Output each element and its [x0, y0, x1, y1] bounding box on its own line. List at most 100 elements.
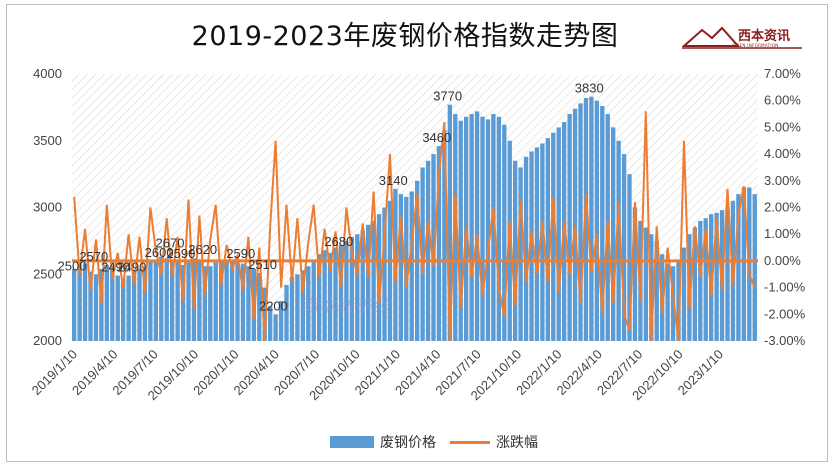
- price-bar: [485, 119, 491, 341]
- price-bar: [376, 214, 382, 341]
- price-bar: [99, 268, 104, 341]
- left-tick-label: 2500: [33, 266, 62, 281]
- price-bar: [333, 247, 338, 341]
- price-bar: [676, 260, 681, 341]
- price-bar: [513, 160, 518, 341]
- price-bar: [692, 227, 698, 341]
- left-tick-label: 4000: [33, 66, 62, 81]
- logo-name: 西本资讯: [738, 29, 791, 44]
- price-bar: [224, 259, 229, 341]
- logo-subtitle: XIBEN INFORMATION: [732, 43, 779, 48]
- right-tick-label: 3.00%: [764, 173, 801, 188]
- price-bar: [360, 230, 365, 341]
- price-bar: [496, 116, 502, 341]
- price-bar: [387, 200, 393, 341]
- right-tick-label: 1.00%: [764, 226, 801, 241]
- price-bar: [229, 260, 235, 341]
- price-bar: [703, 218, 708, 341]
- price-bar: [660, 254, 665, 341]
- price-bar: [142, 266, 148, 341]
- price-bar: [175, 260, 180, 341]
- price-bar: [627, 174, 632, 341]
- price-bar: [409, 191, 414, 341]
- right-tick-label: -3.00%: [764, 333, 806, 348]
- price-bar: [420, 167, 425, 341]
- price-bar: [736, 194, 741, 341]
- price-bar: [148, 260, 153, 341]
- price-bar: [164, 258, 169, 341]
- price-bar: [398, 194, 404, 341]
- price-bar: [121, 278, 126, 341]
- price-bar: [469, 114, 474, 341]
- right-tick-label: -1.00%: [764, 280, 806, 295]
- price-bar: [208, 266, 213, 341]
- price-bar: [257, 272, 262, 341]
- price-bar: [404, 196, 409, 341]
- price-bar: [382, 207, 387, 341]
- price-bar: [246, 266, 251, 341]
- price-bar: [311, 260, 316, 341]
- price-bar: [355, 234, 360, 341]
- data-label: 2490: [101, 260, 130, 275]
- price-bar: [273, 314, 278, 341]
- price-bar: [480, 116, 485, 341]
- price-bar: [681, 247, 687, 341]
- price-bar: [300, 270, 306, 341]
- data-label: 2200: [259, 298, 288, 313]
- price-bar: [72, 268, 77, 341]
- price-bar: [621, 154, 627, 341]
- right-axis-ticks: -3.00% -2.00% -1.00% 0.00% 1.00% 2.00% 3.00% 4.…: [764, 66, 806, 348]
- data-label: 2590: [166, 246, 195, 261]
- price-bar: [572, 108, 578, 342]
- right-tick-label: 7.00%: [764, 66, 801, 81]
- price-bar: [507, 140, 512, 341]
- price-bar: [583, 98, 589, 341]
- price-bar: [752, 194, 757, 341]
- price-bar: [344, 240, 349, 341]
- price-bar: [534, 147, 540, 341]
- price-bar: [600, 106, 605, 341]
- right-tick-label: 0.00%: [764, 253, 801, 268]
- price-bars: [72, 96, 757, 342]
- price-bar: [491, 114, 496, 341]
- price-bar: [219, 260, 224, 341]
- price-bar: [104, 264, 110, 341]
- change-line: [73, 111, 756, 342]
- price-bar: [556, 127, 561, 342]
- price-bar: [545, 138, 551, 341]
- data-label: 2570: [79, 249, 108, 264]
- price-bar: [77, 266, 82, 341]
- legend-swatch-bar: [330, 436, 374, 448]
- price-bar: [698, 220, 703, 341]
- price-bar: [126, 275, 131, 341]
- price-bar: [240, 263, 246, 341]
- legend-label-change: 涨跌幅: [496, 435, 538, 451]
- price-bar: [725, 207, 730, 341]
- price-bar: [289, 276, 295, 341]
- watermark: 西本新干线: [300, 296, 390, 317]
- price-bar: [447, 104, 453, 341]
- price-bar: [213, 262, 218, 341]
- price-bar: [458, 120, 463, 341]
- price-bar: [115, 275, 120, 341]
- price-bar: [567, 114, 572, 341]
- legend-item-change: 涨跌幅: [450, 432, 538, 452]
- legend-label-price: 废钢价格: [380, 435, 436, 451]
- price-bar: [551, 132, 556, 341]
- price-bar: [654, 240, 659, 341]
- data-label: 2500: [58, 258, 87, 273]
- right-tick-label: 2.00%: [764, 200, 801, 215]
- price-bar: [714, 212, 719, 341]
- legend: 废钢价格 涨跌幅: [330, 432, 552, 452]
- change-series-line: [73, 111, 756, 342]
- left-tick-label: 3000: [33, 200, 62, 215]
- price-bar: [278, 300, 284, 341]
- price-bar: [82, 263, 88, 341]
- price-bar: [616, 140, 621, 341]
- price-bar: [197, 260, 202, 341]
- price-bar: [578, 103, 583, 342]
- left-tick-label: 3500: [33, 133, 62, 148]
- data-label: 2620: [188, 242, 217, 257]
- data-label: 2680: [324, 234, 353, 249]
